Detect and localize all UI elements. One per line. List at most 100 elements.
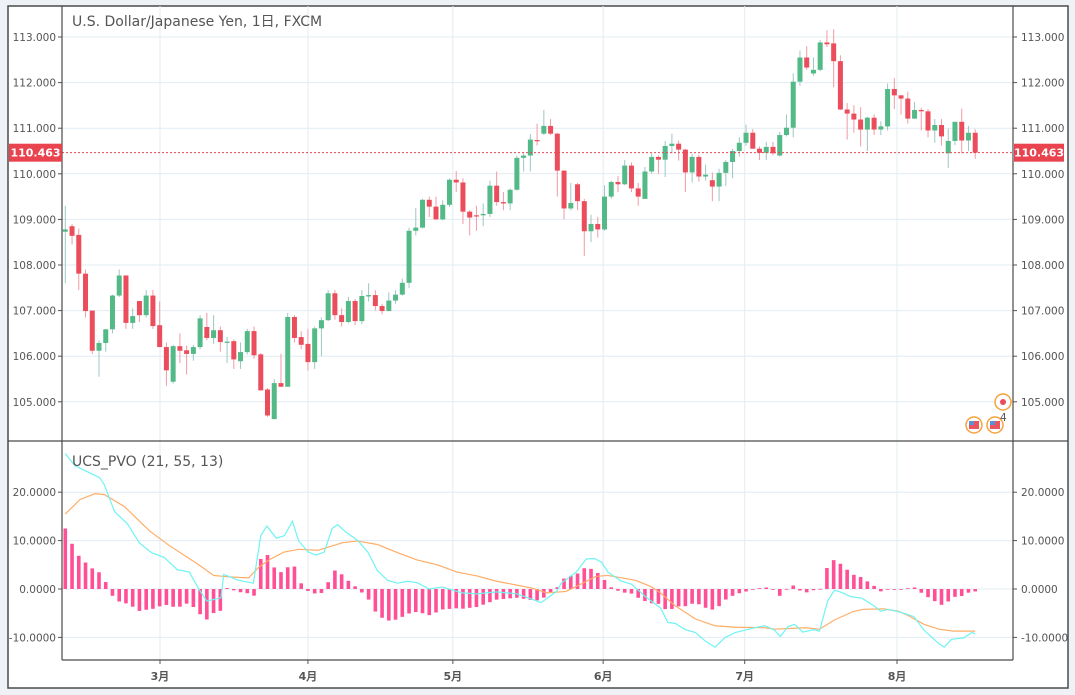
candle	[918, 107, 924, 131]
candle-body-up	[521, 155, 527, 158]
pvo-histogram-bar	[151, 589, 155, 609]
candle	[676, 140, 682, 161]
candle-body-up	[399, 282, 405, 295]
candle	[393, 290, 399, 304]
candle	[345, 296, 351, 324]
pvo-histogram-bar	[63, 528, 68, 589]
main-chart-title: U.S. Dollar/Japanese Yen, 1日, FXCM	[72, 14, 322, 30]
candle-body-down	[757, 148, 763, 153]
pvo-histogram-bar	[879, 589, 883, 592]
month-tick-label: 8月	[888, 670, 907, 683]
candle	[62, 205, 68, 284]
pvo-histogram-bar	[225, 588, 229, 589]
price-tick-label-right: 109.000	[1021, 214, 1064, 226]
marker-dot	[1000, 399, 1006, 405]
last-price-label-left: 110.463	[10, 147, 60, 160]
pvo-histogram-bar	[117, 589, 122, 602]
candle-body-down	[851, 113, 857, 120]
candle	[426, 196, 432, 218]
candle-body-up	[588, 223, 594, 232]
pvo-tick-label-left: 10.0000	[13, 536, 56, 548]
pvo-histogram-bar	[959, 589, 964, 597]
candle-body-down	[548, 125, 554, 134]
month-tick-label: 4月	[299, 670, 318, 683]
candle	[783, 114, 789, 137]
candle	[285, 312, 291, 387]
pvo-histogram-bar	[272, 567, 277, 589]
candle	[952, 121, 958, 146]
candle-body-up	[669, 143, 675, 146]
candle-body-down	[898, 95, 904, 99]
candle-body-up	[817, 42, 823, 70]
pvo-histogram-bar	[899, 589, 903, 590]
candle	[251, 326, 257, 359]
pvo-histogram-bar	[333, 570, 337, 589]
price-tick-label-left: 105.000	[13, 397, 56, 409]
pvo-histogram-bar	[521, 589, 526, 599]
candle-body-down	[554, 133, 560, 171]
event-markers[interactable]: 4	[965, 393, 1012, 434]
pvo-histogram-bar	[966, 589, 971, 593]
candle	[318, 317, 324, 357]
candle	[669, 133, 675, 154]
candle-body-down	[123, 275, 129, 323]
candle	[790, 73, 796, 138]
candle-body-down	[682, 149, 688, 173]
candle	[763, 141, 769, 161]
candle-body-up	[420, 199, 426, 228]
pvo-histogram-bar	[380, 589, 384, 618]
candle-body-down	[231, 341, 237, 360]
event-dot-icon[interactable]	[994, 393, 1012, 411]
pvo-histogram-bar	[90, 568, 95, 589]
pvo-histogram-bar	[858, 577, 863, 589]
candle-body-down	[615, 182, 621, 185]
candle-body-up	[965, 132, 971, 141]
candle	[885, 83, 891, 131]
candle	[662, 140, 668, 177]
candle	[278, 353, 284, 387]
candle-body-down	[467, 211, 473, 218]
candle-body-up	[224, 341, 230, 343]
pvo-histogram-bar	[366, 589, 371, 600]
candle	[359, 290, 365, 325]
pvo-indicator-title[interactable]: UCS_PVO (21, 55, 13)	[72, 454, 223, 470]
candle	[83, 269, 89, 318]
candle	[831, 29, 837, 88]
pvo-histogram-bar	[542, 589, 546, 598]
pvo-histogram-bar	[467, 589, 472, 608]
flag-us-event-icon[interactable]	[986, 416, 1004, 434]
pvo-histogram-bar	[144, 589, 148, 610]
pvo-histogram-bar	[717, 589, 721, 607]
candle	[467, 210, 473, 236]
candle	[642, 166, 648, 199]
pvo-tick-label-right: 20.0000	[1021, 487, 1064, 499]
candle-body-down	[278, 383, 284, 387]
pvo-histogram-bar	[697, 589, 701, 605]
pvo-histogram-bar	[360, 589, 364, 593]
candle-body-down	[494, 185, 500, 203]
pvo-histogram-bar	[892, 589, 897, 590]
candle	[271, 379, 277, 420]
candle	[406, 227, 412, 288]
candle	[494, 171, 500, 206]
candle	[291, 315, 297, 343]
flag-us-event-icon[interactable]	[965, 416, 983, 434]
pvo-histogram-bar	[211, 589, 216, 614]
pvo-histogram-bar	[218, 589, 223, 611]
candle	[204, 312, 210, 341]
pvo-histogram-bar	[130, 589, 135, 607]
pvo-histogram-bar	[582, 568, 587, 589]
candle	[932, 119, 938, 143]
candle	[945, 128, 951, 168]
pvo-histogram-bar	[434, 589, 438, 613]
candle	[150, 290, 156, 329]
candle-body-up	[885, 88, 891, 127]
price-tick-label-left: 108.000	[13, 260, 56, 272]
candle-body-down	[918, 109, 924, 112]
candle	[305, 328, 311, 371]
candle	[548, 119, 554, 136]
candle-body-up	[487, 185, 493, 214]
pvo-histogram-bar	[70, 543, 74, 589]
candle	[473, 205, 479, 231]
candle	[628, 162, 634, 193]
